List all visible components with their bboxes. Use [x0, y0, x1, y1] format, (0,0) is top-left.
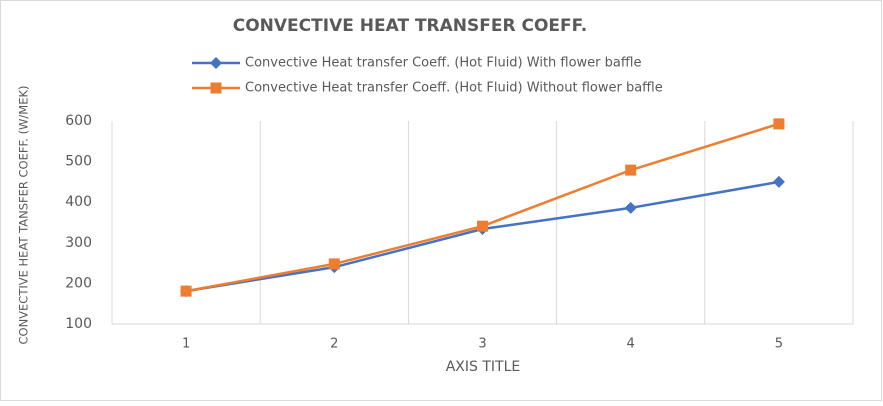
- x-axis-label: AXIS TITLE: [446, 359, 521, 375]
- x-tick-label: 5: [775, 337, 783, 352]
- data-point: [772, 175, 785, 188]
- x-tick-label: 2: [330, 337, 338, 352]
- y-tick-label: 500: [65, 154, 92, 170]
- data-point: [328, 258, 340, 270]
- data-point: [180, 285, 192, 297]
- x-tick-label: 1: [182, 337, 190, 352]
- legend-label: Convective Heat transfer Coeff. (Hot Flu…: [245, 81, 663, 96]
- y-tick-label: 100: [65, 316, 92, 332]
- y-axis-label: CONVECTIVE HEAT TANSFER COEFF. (W/MEK): [17, 85, 31, 344]
- data-point: [773, 118, 785, 130]
- y-tick-label: 400: [65, 194, 92, 210]
- legend-marker: [210, 82, 222, 94]
- data-point: [624, 201, 637, 214]
- y-tick-label: 600: [65, 113, 92, 129]
- legend-marker: [210, 57, 222, 69]
- y-tick-label: 200: [65, 275, 92, 291]
- x-tick-label: 4: [627, 337, 635, 352]
- data-point: [477, 220, 488, 232]
- y-tick-label: 300: [65, 235, 92, 251]
- legend-label: Convective Heat transfer Coeff. (Hot Flu…: [245, 56, 641, 71]
- data-point: [625, 164, 637, 176]
- chart-title: CONVECTIVE HEAT TRANSFER COEFF.: [233, 16, 587, 36]
- x-tick-label: 3: [478, 337, 486, 352]
